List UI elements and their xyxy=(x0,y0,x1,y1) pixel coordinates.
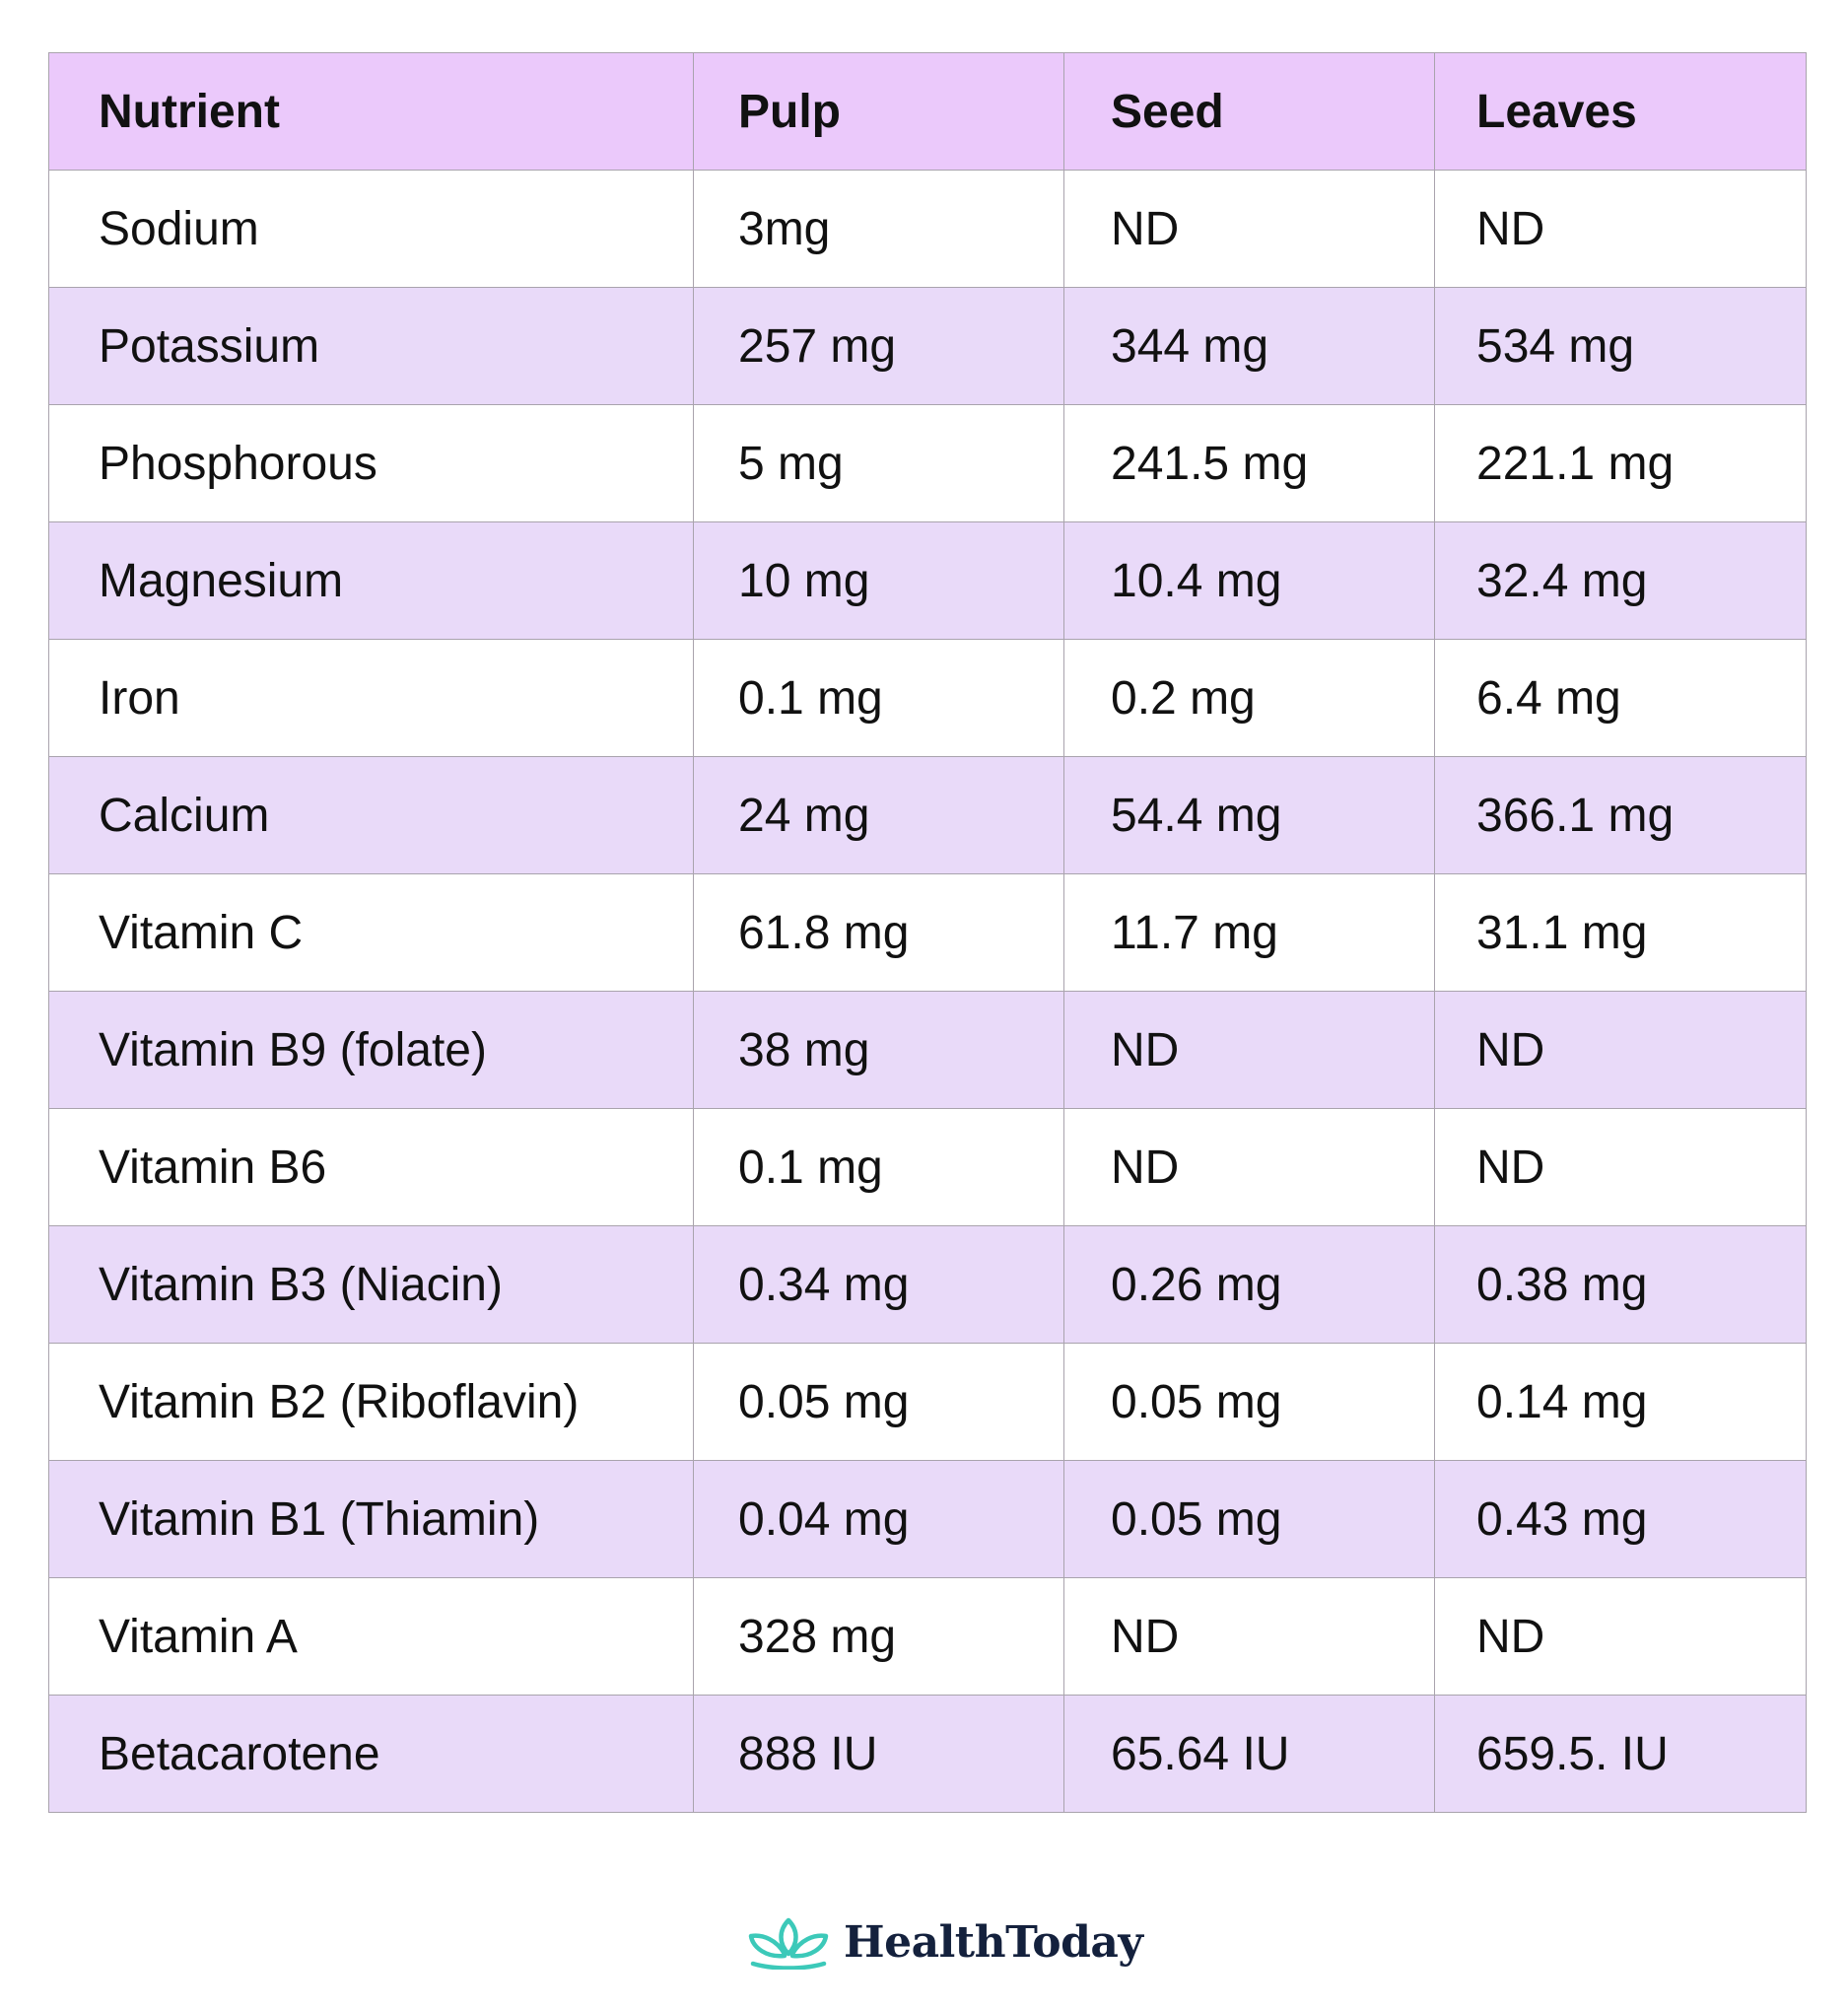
table-row: Vitamin A 328 mg ND ND xyxy=(48,1577,1807,1696)
cell-pulp: 0.34 mg xyxy=(693,1225,1064,1344)
cell-seed: ND xyxy=(1063,991,1435,1109)
cell-pulp: 3mg xyxy=(693,170,1064,288)
table-row: Vitamin B1 (Thiamin) 0.04 mg 0.05 mg 0.4… xyxy=(48,1460,1807,1578)
cell-leaves: 221.1 mg xyxy=(1434,404,1807,522)
cell-seed: ND xyxy=(1063,170,1435,288)
cell-seed: 0.26 mg xyxy=(1063,1225,1435,1344)
cell-leaves: 0.14 mg xyxy=(1434,1343,1807,1461)
cell-seed: 0.2 mg xyxy=(1063,639,1435,757)
cell-seed: 10.4 mg xyxy=(1063,521,1435,640)
header-nutrient: Nutrient xyxy=(48,52,694,171)
cell-nutrient: Vitamin B2 (Riboflavin) xyxy=(48,1343,694,1461)
cell-leaves: 6.4 mg xyxy=(1434,639,1807,757)
cell-leaves: ND xyxy=(1434,1577,1807,1696)
cell-pulp: 888 IU xyxy=(693,1695,1064,1813)
cell-nutrient: Potassium xyxy=(48,287,694,405)
table-row: Iron 0.1 mg 0.2 mg 6.4 mg xyxy=(48,639,1807,757)
cell-seed: ND xyxy=(1063,1108,1435,1226)
table-row: Vitamin B6 0.1 mg ND ND xyxy=(48,1108,1807,1226)
cell-nutrient: Magnesium xyxy=(48,521,694,640)
table-row: Vitamin C 61.8 mg 11.7 mg 31.1 mg xyxy=(48,873,1807,992)
cell-leaves: ND xyxy=(1434,1108,1807,1226)
table-header: Nutrient Pulp Seed Leaves xyxy=(48,52,1807,171)
cell-seed: 54.4 mg xyxy=(1063,756,1435,874)
cell-pulp: 10 mg xyxy=(693,521,1064,640)
cell-pulp: 5 mg xyxy=(693,404,1064,522)
cell-leaves: 659.5. IU xyxy=(1434,1695,1807,1813)
cell-seed: 11.7 mg xyxy=(1063,873,1435,992)
nutrient-table-container: Nutrient Pulp Seed Leaves Sodium 3mg ND … xyxy=(48,52,1807,1813)
cell-nutrient: Vitamin B6 xyxy=(48,1108,694,1226)
table-row: Magnesium 10 mg 10.4 mg 32.4 mg xyxy=(48,521,1807,640)
header-seed: Seed xyxy=(1063,52,1435,171)
cell-pulp: 328 mg xyxy=(693,1577,1064,1696)
table-row: Betacarotene 888 IU 65.64 IU 659.5. IU xyxy=(48,1695,1807,1813)
cell-pulp: 257 mg xyxy=(693,287,1064,405)
header-pulp: Pulp xyxy=(693,52,1064,171)
cell-seed: 65.64 IU xyxy=(1063,1695,1435,1813)
cell-leaves: 32.4 mg xyxy=(1434,521,1807,640)
table-row: Sodium 3mg ND ND xyxy=(48,170,1807,288)
cell-seed: 0.05 mg xyxy=(1063,1460,1435,1578)
cell-leaves: ND xyxy=(1434,170,1807,288)
cell-nutrient: Vitamin B1 (Thiamin) xyxy=(48,1460,694,1578)
cell-leaves: 31.1 mg xyxy=(1434,873,1807,992)
cell-nutrient: Phosphorous xyxy=(48,404,694,522)
table-row: Phosphorous 5 mg 241.5 mg 221.1 mg xyxy=(48,404,1807,522)
cell-leaves: 0.43 mg xyxy=(1434,1460,1807,1578)
cell-seed: ND xyxy=(1063,1577,1435,1696)
cell-nutrient: Vitamin B3 (Niacin) xyxy=(48,1225,694,1344)
cell-seed: 344 mg xyxy=(1063,287,1435,405)
cell-nutrient: Sodium xyxy=(48,170,694,288)
lotus-icon xyxy=(748,1917,829,1970)
cell-seed: 0.05 mg xyxy=(1063,1343,1435,1461)
cell-seed: 241.5 mg xyxy=(1063,404,1435,522)
cell-pulp: 0.1 mg xyxy=(693,1108,1064,1226)
table-row: Vitamin B9 (folate) 38 mg ND ND xyxy=(48,991,1807,1109)
table-row: Potassium 257 mg 344 mg 534 mg xyxy=(48,287,1807,405)
cell-pulp: 0.05 mg xyxy=(693,1343,1064,1461)
table-row: Vitamin B2 (Riboflavin) 0.05 mg 0.05 mg … xyxy=(48,1343,1807,1461)
brand-name: HealthToday xyxy=(844,1916,1143,1968)
cell-nutrient: Vitamin B9 (folate) xyxy=(48,991,694,1109)
cell-pulp: 38 mg xyxy=(693,991,1064,1109)
cell-leaves: 366.1 mg xyxy=(1434,756,1807,874)
cell-pulp: 0.04 mg xyxy=(693,1460,1064,1578)
cell-nutrient: Calcium xyxy=(48,756,694,874)
header-leaves: Leaves xyxy=(1434,52,1807,171)
cell-pulp: 0.1 mg xyxy=(693,639,1064,757)
table-body: Sodium 3mg ND ND Potassium 257 mg 344 mg… xyxy=(48,170,1807,1813)
header-row: Nutrient Pulp Seed Leaves xyxy=(48,52,1807,171)
cell-leaves: 534 mg xyxy=(1434,287,1807,405)
cell-leaves: ND xyxy=(1434,991,1807,1109)
cell-nutrient: Vitamin A xyxy=(48,1577,694,1696)
cell-pulp: 24 mg xyxy=(693,756,1064,874)
table-row: Vitamin B3 (Niacin) 0.34 mg 0.26 mg 0.38… xyxy=(48,1225,1807,1344)
cell-nutrient: Iron xyxy=(48,639,694,757)
cell-pulp: 61.8 mg xyxy=(693,873,1064,992)
cell-nutrient: Vitamin C xyxy=(48,873,694,992)
cell-nutrient: Betacarotene xyxy=(48,1695,694,1813)
brand-logo: HealthToday xyxy=(743,1912,1143,1972)
table-row: Calcium 24 mg 54.4 mg 366.1 mg xyxy=(48,756,1807,874)
nutrient-table: Nutrient Pulp Seed Leaves Sodium 3mg ND … xyxy=(48,52,1807,1813)
cell-leaves: 0.38 mg xyxy=(1434,1225,1807,1344)
